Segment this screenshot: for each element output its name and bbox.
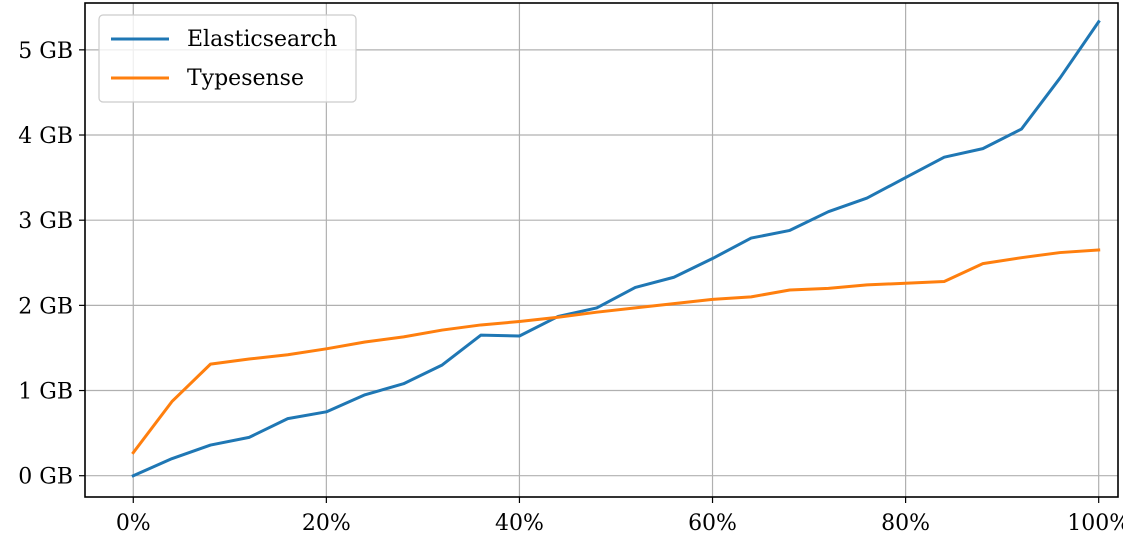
legend-box [98, 14, 357, 103]
series-line-elasticsearch [131, 19, 1101, 478]
plot-area [131, 19, 1101, 478]
y-tick-label: 4 GB [18, 124, 73, 149]
x-tick-label: 80% [881, 511, 930, 536]
y-tick-label: 5 GB [18, 39, 73, 64]
x-tick-label: 60% [688, 511, 737, 536]
y-tick-label: 1 GB [18, 380, 73, 405]
x-tick-label: 100% [1067, 511, 1123, 536]
y-tick-label: 3 GB [18, 209, 73, 234]
axis-ticks: 0% 20% 40% 60% 80% 100% 0 GB 1 GB 2 GB 3 GB 4 GB 5 … [18, 39, 1123, 536]
x-tick-label: 0% [116, 511, 151, 536]
x-tick-label: 20% [302, 511, 351, 536]
legend-label-typesense: Typesense [187, 66, 304, 91]
legend-label-elasticsearch: Elasticsearch [187, 27, 337, 52]
axes-frame [84, 2, 1119, 498]
series-line-typesense [131, 248, 1101, 455]
y-tick-label: 0 GB [18, 465, 73, 490]
y-tick-label: 2 GB [18, 294, 73, 319]
legend: Elasticsearch Typesense [98, 14, 357, 103]
x-tick-label: 40% [495, 511, 544, 536]
